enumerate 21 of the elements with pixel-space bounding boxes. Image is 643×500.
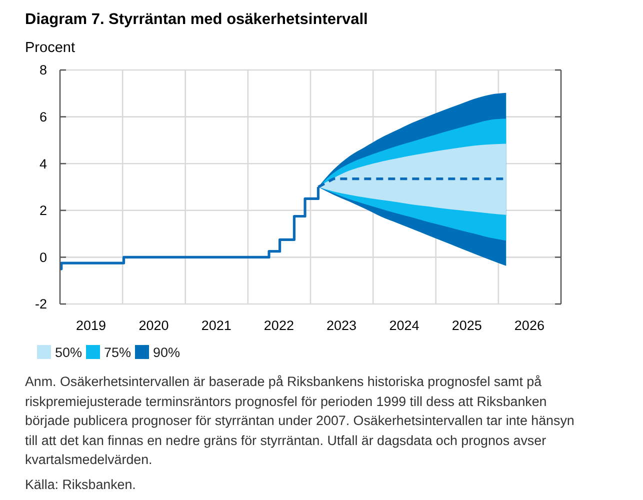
y-tick-label: 6 [39,110,47,125]
chart-title: Diagram 7. Styrräntan med osäkerhetsintervall [25,11,368,28]
x-tick-label: 2026 [514,318,544,333]
y-tick-label: -2 [34,296,47,312]
y-tick-label: 4 [39,156,48,172]
y-tick-label: 2 [39,203,47,218]
legend-label: 90% [153,345,180,360]
legend-label: 75% [104,345,132,360]
x-tick-label: 2019 [76,318,106,333]
x-tick-label: 2024 [389,318,420,333]
x-tick-label: 2023 [326,318,357,333]
x-tick-label: 2020 [138,318,169,333]
x-tick-label: 2022 [264,318,294,333]
y-axis-title: Procent [25,40,75,56]
y-tick-label: 8 [39,62,47,78]
y-tick-label: 0 [39,250,47,265]
text: Källa: Riksbanken. [25,476,137,494]
legend-label: 50% [55,345,82,360]
x-tick-label: 2025 [452,318,482,333]
x-tick-label: 2021 [201,318,232,333]
text: Anm. Osäkerhetsintervallen är baserade på Riksbankens historiska prognosfel samt på riskpremiejusterade terminsräntors prognosfel för perioden 1999 till dess att Riksbanken började publicera prognoser för styrräntan under 2007. Osäkerhetsintervallen tar inte hänsyn till att det kan finnas en nedre gräns för styrräntan. Utfall är dagsdata och prognos avser kvartalsmedelvärden. [25,373,576,469]
